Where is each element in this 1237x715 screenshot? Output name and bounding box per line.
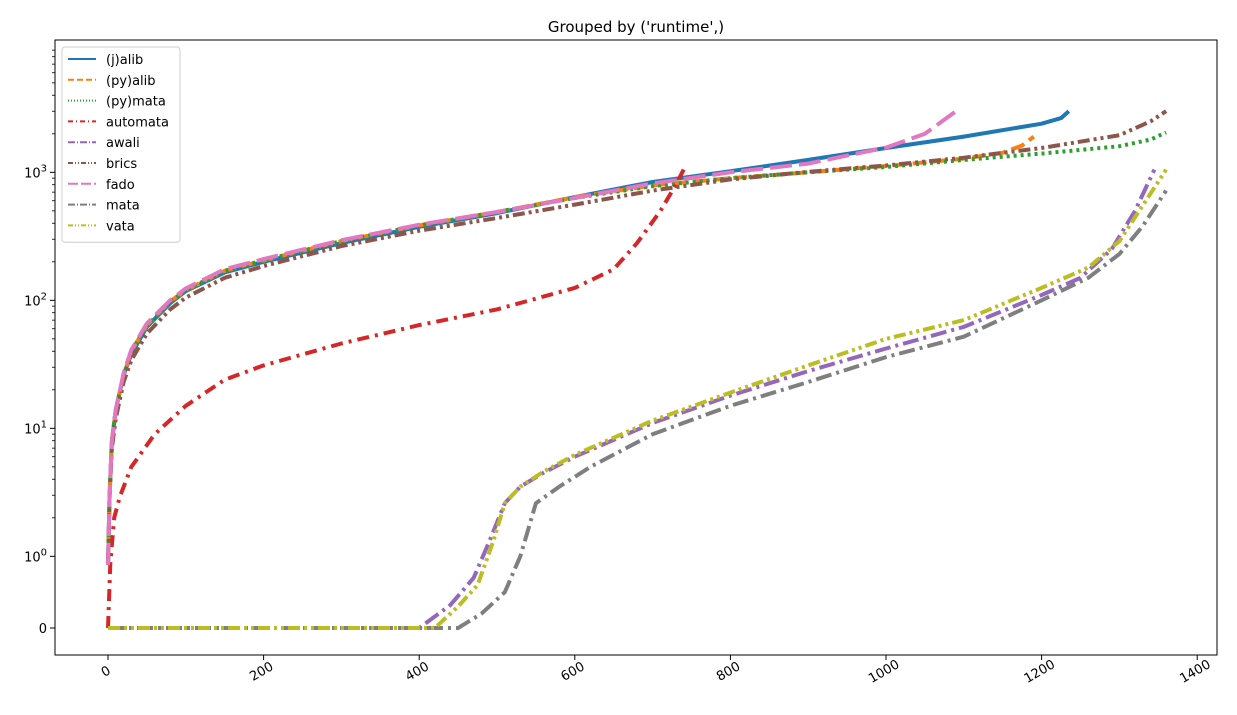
series-line-fado <box>106 109 958 565</box>
legend-label: (py)alib <box>106 74 156 89</box>
legend-label: (py)mata <box>106 95 166 110</box>
legend-label: fado <box>106 178 135 193</box>
legend-label: vata <box>106 219 135 234</box>
series-line-mata <box>108 189 1168 630</box>
y-tick-label: 0 <box>39 622 47 637</box>
legend-label: mata <box>106 199 140 214</box>
series-line-automata <box>106 168 686 629</box>
series-line-awali <box>108 168 1157 630</box>
legend-label: automata <box>106 115 169 130</box>
series-layer <box>106 109 1168 630</box>
legend-label: awali <box>106 136 140 151</box>
legend: (j)alib (py)alib (py)mata automata awali bric… <box>61 46 181 243</box>
legend-label: brics <box>106 157 137 172</box>
legend-box <box>61 46 181 243</box>
legend-label: (j)alib <box>106 53 143 68</box>
plot-frame <box>54 39 1218 656</box>
chart-title: Grouped by ('runtime',) <box>548 18 724 36</box>
series-line-brics <box>106 109 1168 565</box>
